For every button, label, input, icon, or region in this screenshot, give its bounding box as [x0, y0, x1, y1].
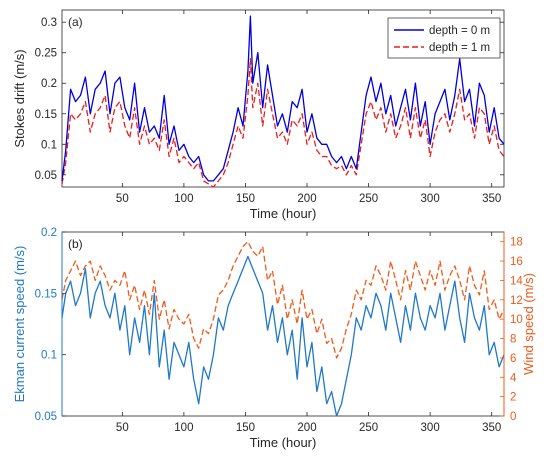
a-y-tick-label: 0.3	[41, 17, 57, 29]
a-x-tick-label: 350	[482, 193, 501, 205]
panel-b-label: (b)	[68, 237, 83, 251]
panel-a-plot-area	[61, 9, 505, 188]
panel-a-label: (a)	[68, 15, 83, 29]
series-line-depth-1	[61, 58, 505, 188]
b-x-tick-label: 250	[359, 422, 378, 434]
a-x-tick-label: 150	[236, 193, 255, 205]
a-y-tick-label: 0.1	[41, 139, 57, 151]
panel-b-y2-tick-label: 8	[510, 334, 516, 346]
a-x-tick-label: 100	[174, 193, 193, 205]
panel-b-y2-tick-label: 12	[510, 295, 523, 307]
panel-b-x-axis: 50 100 150 200 250 300 350	[116, 232, 501, 434]
a-y-tick-label: 0.2	[41, 78, 57, 90]
b-x-tick-label: 200	[297, 422, 316, 434]
a-y-tick-label: 0.25	[35, 48, 57, 60]
panel-b-right-y-axis-label: Wind speed (m/s)	[521, 273, 536, 375]
panel-b-y2-tick-label: 4	[510, 372, 517, 384]
b-y-tick-label: 0.15	[35, 288, 57, 300]
panel-a-x-axis-label: Time (hour)	[250, 206, 317, 221]
panel-b-y2-tick-label: 16	[510, 256, 523, 268]
panel-b-y2-tick-label: 2	[510, 392, 516, 404]
b-x-tick-label: 150	[236, 422, 255, 434]
panel-a-y-axis: 0.05 0.1 0.15 0.2 0.25 0.3	[35, 17, 504, 182]
panel-b-ekman-wind: 50 100 150 200 250 300 350 0.05 0.1 0.15 0.2 0 2 4 6…	[12, 227, 536, 450]
legend-label-depth-1: depth = 1 m	[429, 42, 490, 54]
panel-a-stokes-drift: 50 100 150 200 250 300 350 0.050.10.150.20.250…	[12, 9, 505, 221]
series-line-wind-speed	[61, 241, 505, 359]
panel-a-y-axis-label: Stokes drift (m/s)	[12, 49, 27, 147]
b-x-tick-label: 350	[482, 422, 501, 434]
a-x-tick-label: 50	[116, 193, 129, 205]
panel-b-y2-tick-label: 6	[510, 353, 516, 365]
legend-label-depth-0: depth = 0 m	[429, 25, 490, 37]
b-y-tick-label: 0.2	[41, 227, 57, 239]
panel-b-y2-tick-label: 0	[510, 411, 516, 423]
legend: depth = 0 m depth = 1 m	[387, 17, 501, 59]
panel-b-right-y-axis: 0 2 4 6 8 10 12 14 16 18	[500, 232, 523, 423]
b-x-tick-label: 50	[116, 422, 129, 434]
a-x-tick-label: 250	[359, 193, 378, 205]
a-y-tick-label: 0.15	[35, 109, 57, 121]
panel-b-x-axis-label: Time (hour)	[250, 435, 317, 450]
panel-b-y2-tick-label: 14	[510, 275, 523, 287]
panel-b-left-y-axis: 0.05 0.1 0.15 0.2	[35, 227, 66, 423]
series-line-depth-0	[61, 15, 505, 182]
b-x-tick-label: 300	[421, 422, 440, 434]
panel-b-y2-tick-label: 10	[510, 314, 523, 326]
a-y-tick-label: 0.05	[35, 170, 57, 182]
legend-box	[387, 17, 501, 59]
a-x-tick-label: 200	[297, 193, 316, 205]
panel-a-x-axis: 50 100 150 200 250 300 350	[116, 10, 501, 205]
a-x-tick-label: 300	[421, 193, 440, 205]
panel-b-y2-tick-label: 18	[510, 237, 523, 249]
panel-b-left-y-axis-label: Ekman current speed (m/s)	[12, 246, 27, 403]
panel-a-series	[61, 15, 505, 188]
b-y-tick-label: 0.05	[35, 411, 57, 423]
series-line-ekman-current	[61, 255, 505, 417]
b-y-tick-label: 0.1	[41, 350, 57, 362]
b-x-tick-label: 100	[174, 422, 193, 434]
panel-b-series	[61, 241, 505, 417]
